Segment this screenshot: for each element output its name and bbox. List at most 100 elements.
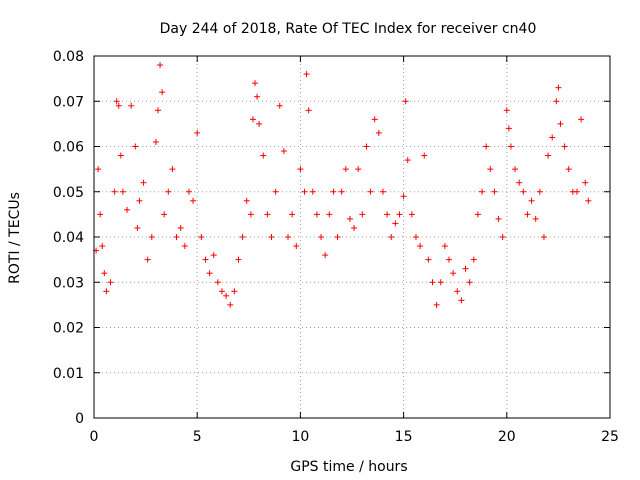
data-point xyxy=(429,279,436,286)
data-point xyxy=(359,211,366,218)
x-tick-label: 5 xyxy=(193,429,202,445)
data-point xyxy=(545,152,552,159)
data-point xyxy=(379,188,386,195)
data-point xyxy=(441,243,448,250)
data-point xyxy=(268,234,275,240)
data-point xyxy=(198,234,205,240)
data-point xyxy=(214,279,221,286)
x-tick-label: 25 xyxy=(601,429,619,445)
grid-lines xyxy=(94,56,610,418)
data-point xyxy=(301,188,308,195)
data-point xyxy=(264,211,271,218)
data-point xyxy=(134,224,141,231)
data-point xyxy=(154,107,161,114)
data-point xyxy=(371,116,378,123)
data-point xyxy=(97,211,104,218)
data-point xyxy=(148,234,155,240)
y-axis-label: ROTI / TECUs xyxy=(7,192,23,284)
data-point xyxy=(417,243,424,250)
data-point xyxy=(516,179,523,186)
data-point xyxy=(202,256,209,263)
y-tick-label: 0.03 xyxy=(53,275,84,291)
data-point xyxy=(276,102,283,109)
data-point xyxy=(396,211,403,218)
data-point xyxy=(334,234,341,240)
data-point xyxy=(117,152,124,159)
data-point xyxy=(280,148,287,155)
y-tick-label: 0.06 xyxy=(53,140,84,156)
data-point xyxy=(474,211,481,218)
y-tick-label: 0.02 xyxy=(53,321,84,337)
data-point xyxy=(388,234,395,240)
data-point xyxy=(190,197,197,204)
data-point xyxy=(99,243,106,250)
data-point xyxy=(540,234,547,240)
data-point xyxy=(404,157,411,164)
data-point xyxy=(115,102,122,109)
data-point xyxy=(243,197,250,204)
data-point xyxy=(433,301,440,308)
data-point xyxy=(470,256,477,263)
data-point xyxy=(351,224,358,231)
data-point xyxy=(528,197,535,204)
plot-frame xyxy=(93,55,611,419)
data-point xyxy=(462,265,469,272)
data-point xyxy=(185,188,192,195)
data-point xyxy=(103,288,110,295)
data-point xyxy=(557,120,564,127)
data-point xyxy=(536,188,543,195)
data-point xyxy=(305,107,312,114)
data-point xyxy=(585,197,592,204)
data-point xyxy=(446,256,453,263)
data-point xyxy=(549,134,556,141)
data-point xyxy=(375,129,382,136)
data-point xyxy=(206,270,213,277)
data-point xyxy=(524,211,531,218)
data-point xyxy=(466,279,473,286)
data-point xyxy=(111,188,118,195)
x-axis-label: GPS time / hours xyxy=(290,459,407,475)
data-point xyxy=(412,234,419,240)
data-point xyxy=(437,279,444,286)
data-point xyxy=(128,102,135,109)
data-point xyxy=(119,188,126,195)
data-point xyxy=(113,98,120,105)
data-point xyxy=(293,243,300,250)
data-point xyxy=(95,166,102,173)
data-point xyxy=(210,252,217,259)
y-tick-label: 0.05 xyxy=(53,185,84,201)
data-point xyxy=(421,152,428,159)
data-point xyxy=(565,166,572,173)
data-point xyxy=(392,220,399,227)
data-point xyxy=(582,179,589,186)
y-tick-label: 0 xyxy=(75,411,84,427)
data-point xyxy=(322,252,329,259)
data-point xyxy=(140,179,147,186)
data-point xyxy=(254,93,261,100)
data-point xyxy=(512,166,519,173)
data-point xyxy=(499,234,506,240)
data-point xyxy=(400,193,407,200)
data-point xyxy=(231,288,238,295)
data-point xyxy=(313,211,320,218)
x-tick-label: 20 xyxy=(498,429,516,445)
data-point xyxy=(285,234,292,240)
data-point xyxy=(303,71,310,78)
data-point xyxy=(249,116,256,123)
data-point xyxy=(159,89,166,96)
x-tick-label: 10 xyxy=(291,429,309,445)
data-point xyxy=(136,197,143,204)
axis-ticks: 0 0.01 0.02 0.03 0.04 0.05 0.06 0.07 0.08 0 5 10 15 2… xyxy=(53,49,619,445)
data-point xyxy=(227,301,234,308)
data-point xyxy=(505,125,512,132)
data-point xyxy=(495,215,502,222)
data-point xyxy=(132,143,139,150)
data-point xyxy=(218,288,225,295)
data-point xyxy=(487,166,494,173)
data-point xyxy=(402,98,409,105)
data-point xyxy=(157,62,164,69)
data-point xyxy=(235,256,242,263)
data-point xyxy=(342,166,349,173)
x-tick-label: 0 xyxy=(90,429,99,445)
